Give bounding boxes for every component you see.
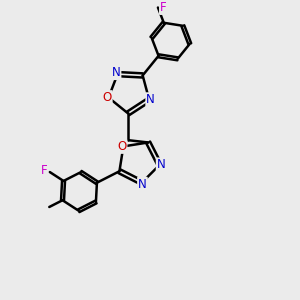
Text: N: N — [138, 178, 147, 190]
Text: F: F — [40, 164, 47, 177]
Text: N: N — [146, 93, 155, 106]
Text: O: O — [102, 91, 112, 104]
Text: N: N — [157, 158, 166, 171]
Text: O: O — [117, 140, 127, 153]
Text: N: N — [112, 66, 120, 79]
Text: F: F — [160, 1, 166, 14]
